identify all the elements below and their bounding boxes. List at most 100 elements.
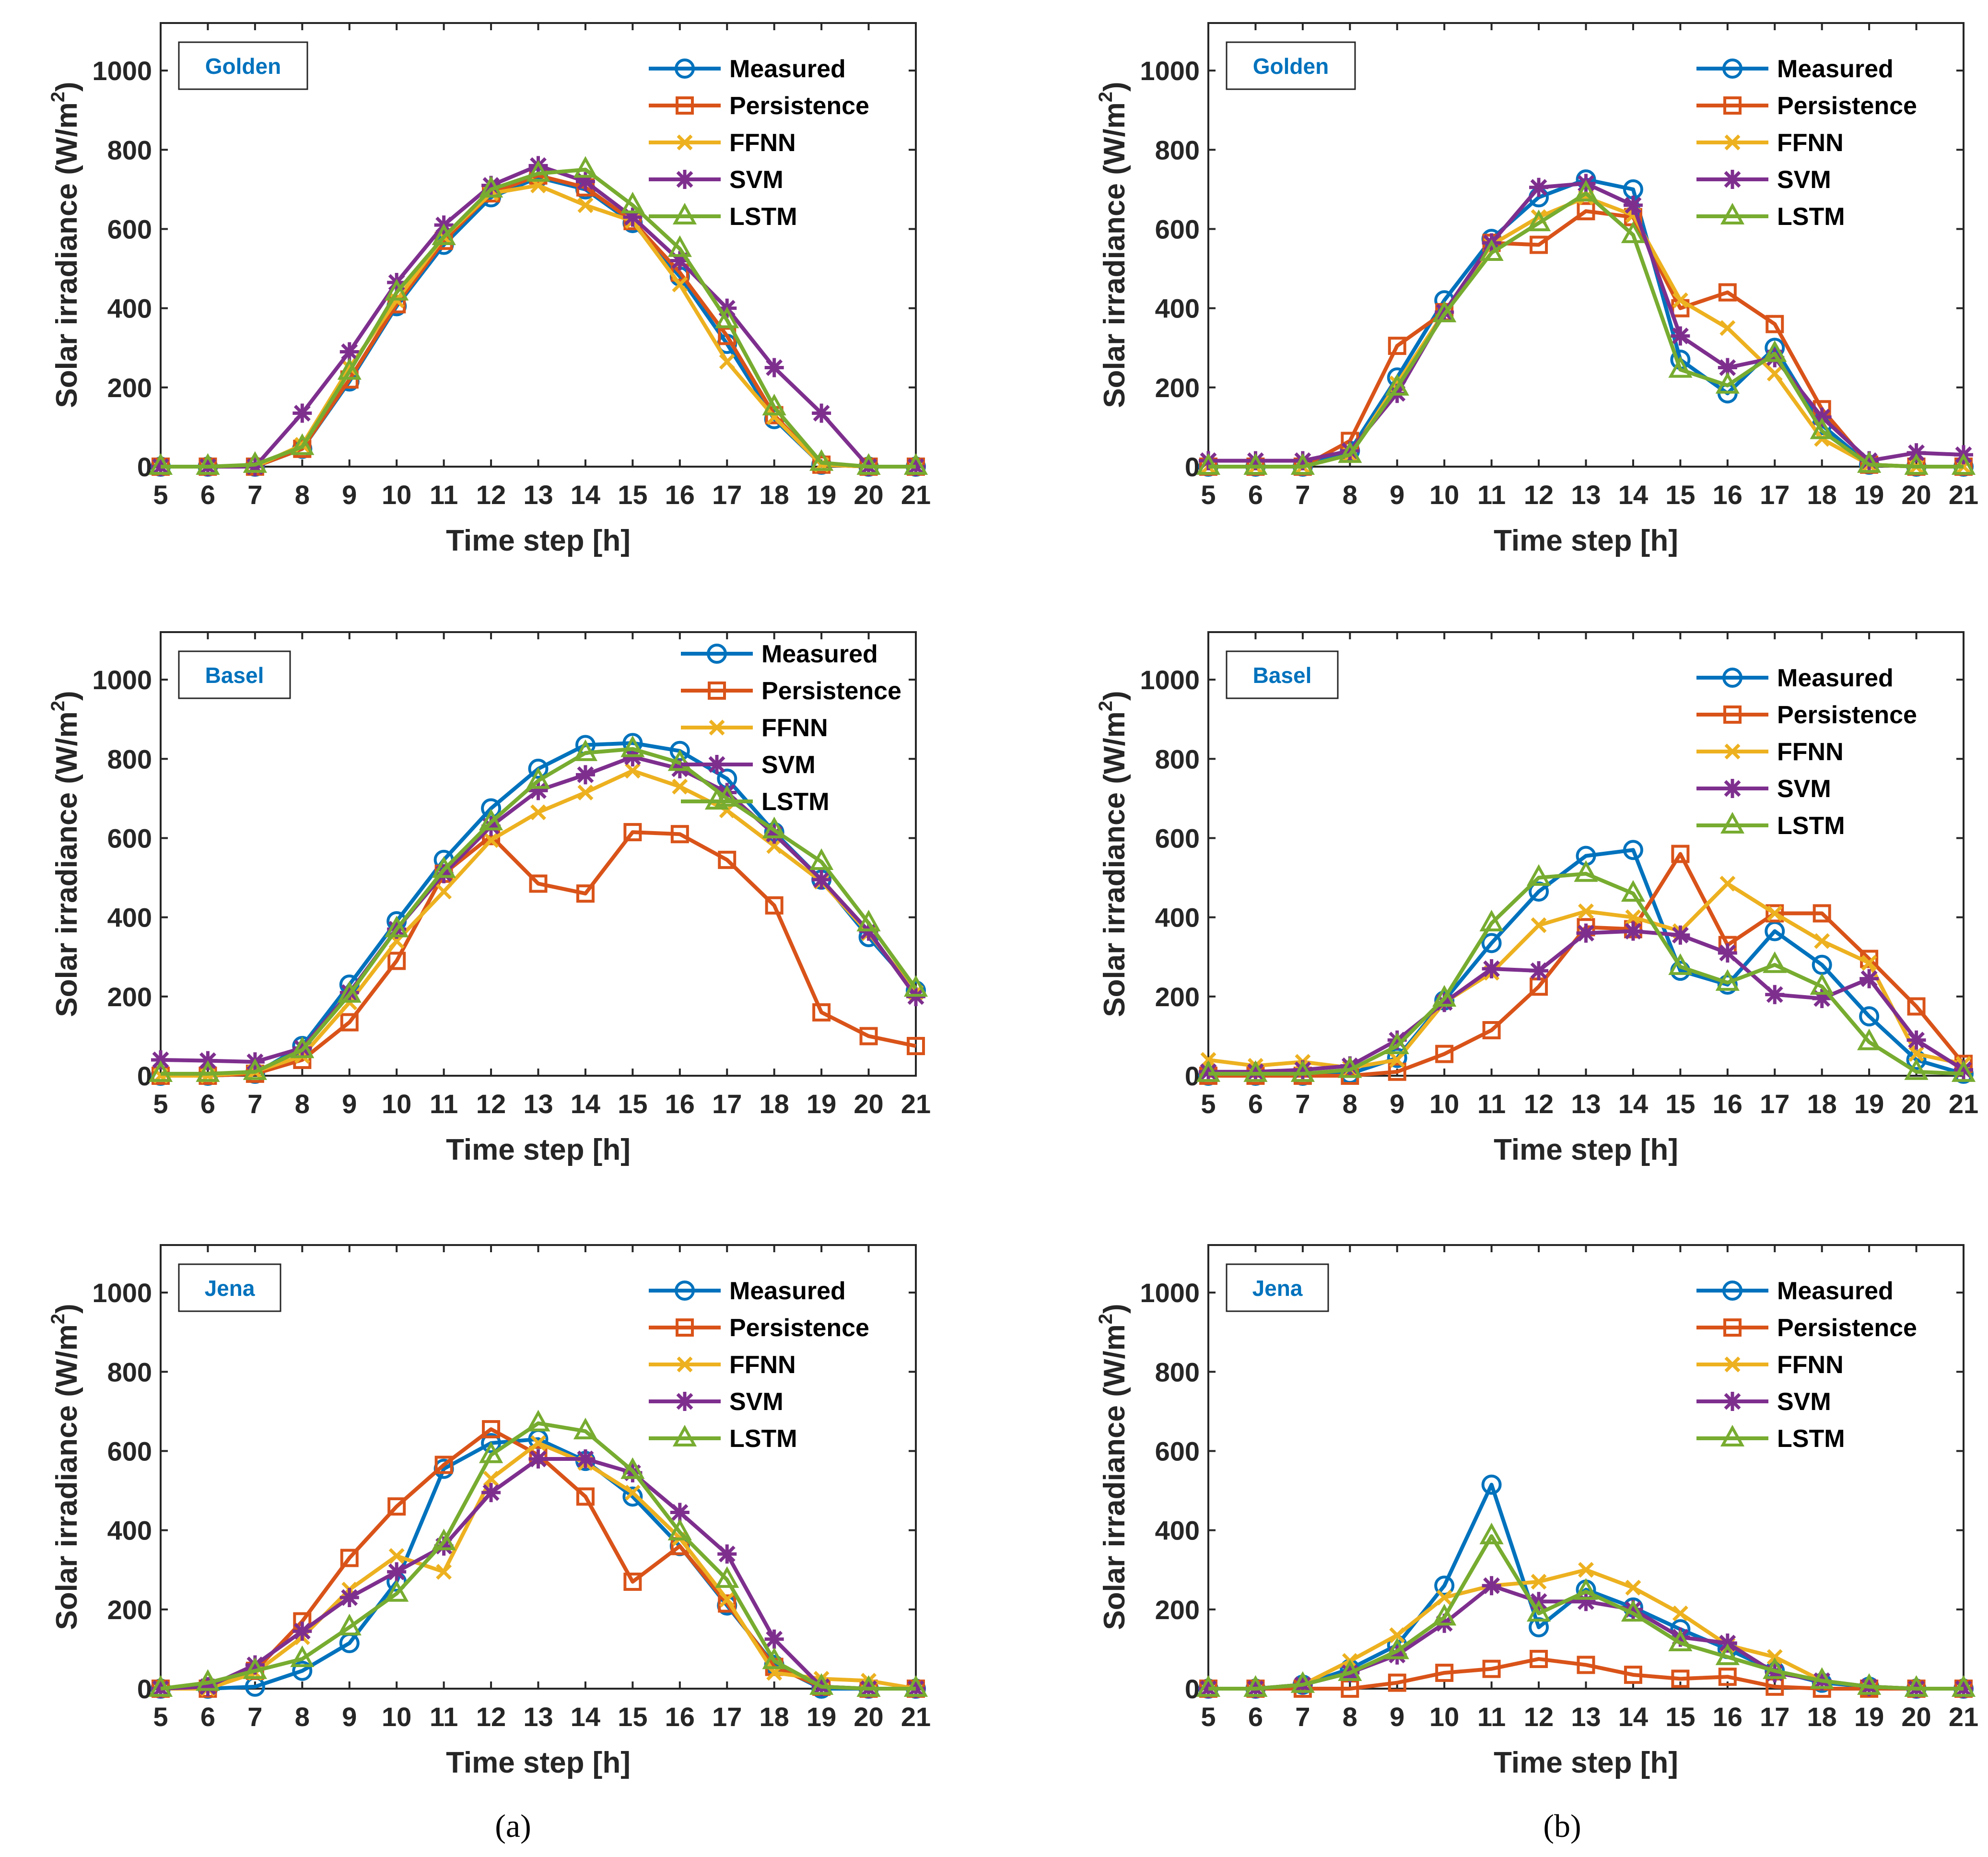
- site-label: Jena: [1252, 1276, 1303, 1301]
- x-tick-label: 5: [1201, 1089, 1216, 1119]
- y-tick-label: 1000: [1140, 1278, 1200, 1308]
- data-point-lstm: [620, 191, 645, 213]
- x-tick-label: 13: [523, 1089, 553, 1119]
- y-axis-title-main: Solar irradiance (W/m: [50, 711, 83, 1017]
- data-point-lstm: [385, 916, 409, 938]
- data-point-lstm: [1810, 1667, 1834, 1689]
- data-point-lstm: [856, 453, 881, 475]
- data-point-lstm: [243, 451, 267, 473]
- legend-label-ffnn: FFNN: [729, 129, 796, 157]
- x-tick-label: 16: [1713, 480, 1742, 510]
- y-tick-label: 800: [1155, 1357, 1200, 1387]
- x-tick-label: 9: [342, 1089, 357, 1119]
- data-point-svm: [1812, 407, 1832, 427]
- x-axis-title: Time step [h]: [446, 1746, 631, 1779]
- data-point-ffnn: [1389, 1052, 1405, 1068]
- legend-label-measured: Measured: [729, 1277, 846, 1305]
- y-tick-label: 800: [107, 1357, 152, 1387]
- data-point-lstm: [243, 1657, 267, 1679]
- legend-marker-ffnn: [677, 1356, 693, 1373]
- data-point-ffnn: [1766, 365, 1783, 382]
- legend-label-persistence: Persistence: [1777, 92, 1917, 120]
- x-tick-label: 12: [476, 1702, 506, 1732]
- legend-label-ffnn: FFNN: [761, 714, 828, 742]
- y-axis-title-main: Solar irradiance (W/m: [50, 1324, 83, 1630]
- y-axis-title-superscript: 2: [47, 701, 69, 711]
- x-tick-label: 7: [1295, 1702, 1310, 1732]
- data-point-ffnn: [577, 785, 594, 800]
- data-point-svm: [339, 1588, 359, 1608]
- x-tick-label: 18: [760, 1089, 789, 1119]
- data-point-lstm: [432, 1528, 456, 1551]
- chart-jena-b: 0 200 400 600 800 1000 5 6 7 8 9 10 11 12 13 14 15 16 17 18…: [1095, 1244, 1978, 1779]
- x-tick-label: 12: [1524, 1089, 1554, 1119]
- y-axis-title-superscript: 2: [47, 92, 69, 102]
- data-point-lstm: [385, 1580, 409, 1602]
- data-point-svm: [1906, 443, 1926, 463]
- x-tick-label: 13: [523, 480, 553, 510]
- data-point-ffnn: [672, 778, 688, 795]
- data-point-svm: [1246, 451, 1265, 470]
- x-tick-label: 11: [1477, 1089, 1506, 1119]
- x-tick-label: 17: [1760, 480, 1789, 510]
- legend-marker-ffnn: [709, 719, 725, 736]
- plot-frame: [160, 22, 917, 468]
- data-point-lstm: [290, 1036, 315, 1058]
- site-label: Jena: [205, 1276, 255, 1301]
- data-point-lstm: [762, 393, 786, 416]
- y-tick-label: 800: [107, 744, 152, 774]
- data-point-lstm: [667, 1518, 692, 1540]
- data-point-persistence: [1577, 202, 1595, 221]
- data-point-measured: [1623, 840, 1643, 860]
- series-line-persistence: [1208, 1657, 1964, 1691]
- data-point-svm: [1246, 1062, 1265, 1081]
- chart-golden-b: 0 200 400 600 800 1000 5 6 7 8 9 10 11 12 13 14 15 16 17 18…: [1095, 22, 1978, 557]
- y-tick-label: 800: [107, 135, 152, 165]
- y-tick-label: 600: [1155, 1436, 1200, 1466]
- x-tick-label: 21: [1949, 1702, 1978, 1732]
- data-point-ffnn: [388, 1548, 405, 1564]
- y-axis-title-superscript: 2: [47, 1314, 69, 1324]
- x-tick-label: 12: [476, 1089, 506, 1119]
- y-tick-label: 400: [107, 1516, 152, 1546]
- data-point-persistence: [482, 1420, 501, 1439]
- x-tick-label: 13: [523, 1702, 553, 1732]
- data-point-measured: [1529, 1617, 1549, 1637]
- y-axis-title: Solar irradiance (W/m2): [1095, 82, 1131, 408]
- x-tick-label: 14: [571, 1089, 600, 1119]
- data-point-lstm: [479, 1441, 503, 1463]
- series-line-lstm: [161, 167, 916, 469]
- x-tick-label: 9: [342, 480, 357, 510]
- data-point-lstm: [1432, 1604, 1457, 1626]
- data-point-persistence: [907, 1037, 925, 1056]
- x-tick-label: 7: [247, 1089, 262, 1119]
- data-point-persistence: [1766, 904, 1784, 923]
- x-tick-label: 16: [665, 1702, 695, 1732]
- data-point-lstm: [1621, 221, 1646, 243]
- x-tick-label: 8: [295, 1702, 310, 1732]
- data-point-svm: [812, 870, 831, 890]
- data-point-ffnn: [1625, 1579, 1641, 1596]
- legend-label-measured: Measured: [761, 640, 878, 668]
- x-tick-label: 13: [1571, 1702, 1601, 1732]
- x-tick-label: 15: [1665, 480, 1695, 510]
- x-tick-label: 7: [1295, 480, 1310, 510]
- data-point-lstm: [1810, 973, 1834, 995]
- legend-label-svm: SVM: [1777, 166, 1831, 194]
- y-axis-title-main: Solar irradiance (W/m: [1098, 711, 1131, 1017]
- data-point-ffnn: [436, 1563, 452, 1580]
- data-point-ffnn: [436, 883, 452, 900]
- x-tick-label: 15: [618, 480, 647, 510]
- site-label-box: [178, 650, 291, 699]
- data-point-svm: [1529, 961, 1549, 981]
- data-point-ffnn: [624, 763, 641, 779]
- y-axis-title-main: Solar irradiance (W/m: [50, 102, 83, 408]
- data-point-persistence: [670, 825, 689, 844]
- y-axis-title-suffix: ): [50, 1304, 83, 1314]
- x-tick-label: 19: [1854, 1089, 1884, 1119]
- x-tick-label: 11: [430, 1089, 458, 1119]
- data-point-persistence: [765, 896, 784, 915]
- y-tick-label: 0: [137, 1674, 152, 1704]
- y-tick-label: 0: [1185, 1061, 1200, 1091]
